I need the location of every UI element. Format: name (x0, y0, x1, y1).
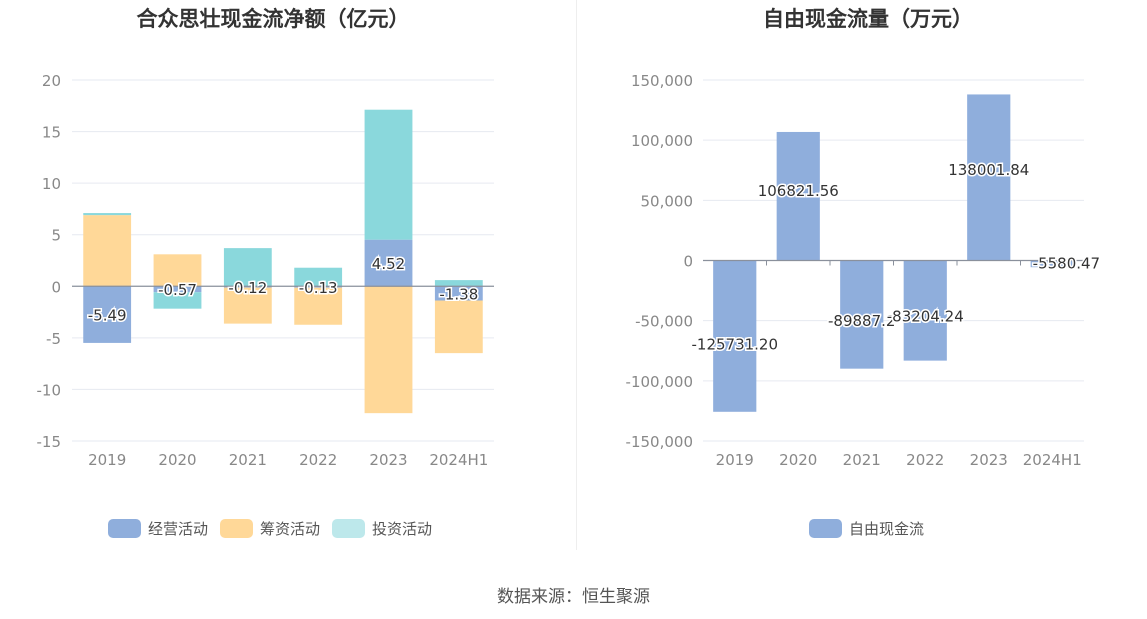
legend-label-筹资活动: 筹资活动 (260, 520, 320, 538)
data-label: -0.57 (158, 281, 197, 299)
y-tick-label: -100,000 (626, 373, 693, 391)
bar-投资活动-2022 (294, 267, 343, 287)
legend-swatch-筹资活动 (220, 519, 253, 538)
data-label: -5.49 (88, 307, 127, 325)
x-tick-label: 2021 (229, 451, 267, 469)
cash-flow-net-chart: 合众思壮现金流净额（亿元） 20 15 10 5 0 -5 -10 -15 2019 2020 202… (37, 7, 494, 538)
x-tick-label: 2023 (369, 451, 407, 469)
bar-经营活动-2023 (364, 239, 413, 287)
y-tick-label: 20 (42, 72, 61, 90)
data-label: 4.52 (372, 255, 405, 273)
bar-筹资活动-2020 (153, 254, 202, 287)
bar-投资活动-2023 (364, 109, 413, 240)
x-tick-label: 2024H1 (429, 451, 488, 469)
legend-swatch-自由现金流 (809, 519, 842, 538)
bar-投资活动-2019 (83, 213, 132, 216)
bar-投资活动-2020 (153, 292, 202, 309)
y-tick-label: 5 (51, 227, 61, 245)
bar-经营活动-2022 (294, 286, 343, 288)
bar-筹资活动-2019 (83, 215, 132, 287)
x-tick-label: 2020 (779, 451, 817, 469)
bar-筹资活动-2023 (364, 286, 413, 414)
data-label: 138001.84 (948, 161, 1029, 179)
data-label: -5580.47 (1033, 255, 1100, 273)
y-tick-label: 50,000 (641, 192, 694, 210)
panel-divider (576, 0, 577, 550)
x-tick-label: 2020 (158, 451, 196, 469)
data-label: -83204.24 (887, 308, 964, 326)
bar-筹资活动-2022 (294, 287, 343, 325)
y-tick-label: -150,000 (626, 433, 693, 451)
bar-筹资活动-2024H1 (434, 300, 483, 354)
bar-筹资活动-2021 (223, 287, 272, 324)
bar-投资活动-2024H1 (434, 280, 483, 287)
legend-label-经营活动: 经营活动 (148, 520, 208, 538)
y-tick-label: 100,000 (631, 132, 693, 150)
bar-经营活动-2021 (223, 286, 272, 288)
bar-经营活动-2024H1 (434, 286, 483, 301)
bar-自由现金流-2019 (713, 260, 757, 412)
bar-自由现金流-2020 (776, 131, 820, 261)
x-tick-label: 2019 (716, 451, 754, 469)
y-tick-label: 15 (42, 124, 61, 142)
bar-投资活动-2021 (223, 248, 272, 287)
bar-自由现金流-2022 (903, 260, 947, 361)
legend-label-自由现金流: 自由现金流 (849, 520, 924, 538)
data-label: -125731.20 (691, 336, 778, 354)
data-label: -89887.2 (828, 312, 895, 330)
x-tick-label: 2024H1 (1023, 451, 1082, 469)
legend-swatch-经营活动 (108, 519, 141, 538)
bar-经营活动-2020 (153, 286, 202, 293)
data-label: -1.38 (439, 285, 478, 303)
bar-自由现金流-2024H1 (1030, 260, 1074, 268)
bar-经营活动-2019 (83, 286, 132, 343)
chart-title: 合众思壮现金流净额（亿元） (137, 7, 410, 31)
x-tick-label: 2022 (906, 451, 944, 469)
data-source-label: 数据来源：恒生聚源 (497, 587, 650, 607)
y-tick-label: 150,000 (631, 72, 693, 90)
chart-title: 自由现金流量（万元） (763, 7, 973, 31)
x-tick-label: 2019 (88, 451, 126, 469)
data-label: 106821.56 (758, 182, 839, 200)
y-tick-label: -15 (37, 433, 62, 451)
y-tick-label: 0 (51, 278, 61, 296)
x-tick-label: 2023 (970, 451, 1008, 469)
data-label: -0.13 (299, 279, 338, 297)
legend-swatch-投资活动 (332, 519, 365, 538)
bar-自由现金流-2023 (967, 94, 1011, 261)
x-tick-label: 2021 (843, 451, 881, 469)
y-tick-label: 0 (683, 253, 693, 271)
y-tick-label: 10 (42, 175, 61, 193)
free-cash-flow-chart: 自由现金流量（万元） 150,000 100,000 50,000 0 -50,000 -1… (626, 7, 1102, 538)
x-tick-label: 2022 (299, 451, 337, 469)
data-label: -0.12 (228, 279, 267, 297)
bar-自由现金流-2021 (840, 260, 884, 369)
y-tick-label: -50,000 (635, 313, 693, 331)
legend-label-投资活动: 投资活动 (372, 520, 432, 538)
y-tick-label: -5 (46, 330, 61, 348)
y-tick-label: -10 (37, 381, 62, 399)
